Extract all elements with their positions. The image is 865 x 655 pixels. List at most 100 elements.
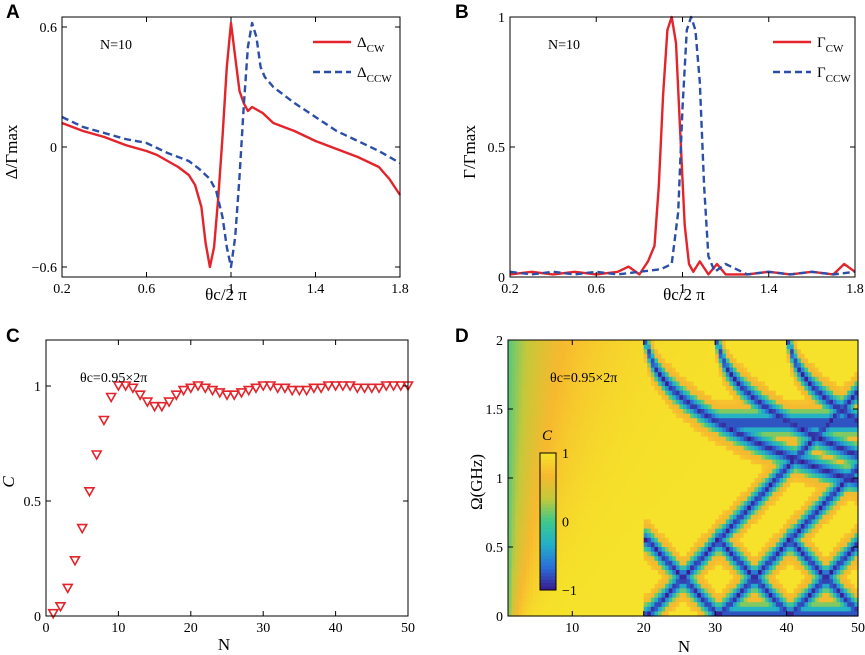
panel-d-cell <box>565 547 570 553</box>
panel-d-cell <box>768 436 773 442</box>
panel-d-cell <box>718 363 723 369</box>
panel-d-cell <box>675 358 681 364</box>
panel-d-cell <box>693 491 698 497</box>
panel-d-cell <box>561 436 566 442</box>
panel-b-ylabel: Γ/Γmax <box>460 125 479 179</box>
panel-d-cell <box>668 519 673 525</box>
panel-d-cell <box>615 570 620 576</box>
panel-d-cell <box>708 386 713 392</box>
panel-d-cell <box>629 547 634 553</box>
panel-d-cell <box>518 574 523 580</box>
panel-c-point <box>293 385 306 397</box>
panel-d-cell <box>629 565 634 571</box>
panel-d-cell <box>715 473 720 479</box>
panel-d-cell <box>754 588 759 594</box>
panel-d-cell <box>693 432 698 438</box>
panel-d-cell <box>640 519 645 525</box>
panel-d-cell <box>558 482 563 488</box>
panel-d-cell <box>725 574 731 580</box>
panel-d-cell <box>668 611 673 617</box>
panel-d-cell <box>725 565 731 571</box>
panel-d-cell <box>661 468 666 474</box>
panel-d-cell <box>725 455 731 461</box>
panel-d-cell <box>611 432 616 438</box>
panel-d-cell <box>515 353 520 359</box>
panel-d-cell <box>650 487 656 493</box>
panel-d-cell <box>700 519 706 525</box>
panel-d-cell <box>768 556 773 562</box>
panel-d-cell <box>768 372 773 378</box>
panel-d-cell <box>508 473 513 479</box>
panel-d-cell <box>636 533 641 539</box>
panel-d-cell <box>711 570 716 576</box>
panel-d-cell <box>729 468 734 474</box>
panel-d-cell <box>690 482 695 488</box>
panel-d-cell <box>525 583 531 589</box>
panel-d-cell <box>590 455 595 461</box>
panel-d-cell <box>561 482 566 488</box>
panel-d-cell <box>697 427 702 433</box>
panel-d-cell <box>743 473 748 479</box>
panel-d-cell <box>575 496 581 502</box>
panel-d-cell <box>515 491 520 497</box>
panel-d-cell <box>708 436 713 442</box>
panel-d-cell <box>525 367 531 373</box>
panel-d-cell <box>533 363 538 369</box>
panel-d-cell <box>718 482 723 488</box>
panel-d-cell <box>772 344 777 350</box>
panel-d-cell <box>725 597 731 603</box>
panel-d-cell <box>654 427 659 433</box>
panel-d-cell <box>618 358 623 364</box>
panel-d-cell <box>543 441 548 447</box>
panel-d-cell <box>772 436 777 442</box>
panel-d-cell <box>700 537 706 543</box>
panel-d-cell <box>554 353 559 359</box>
panel-d-cell <box>593 473 598 479</box>
panel-c-point <box>286 385 299 397</box>
panel-d-cell <box>775 565 781 571</box>
panel-d-cell <box>658 404 663 410</box>
panel-d-cell <box>772 473 777 479</box>
panel-d-cell <box>686 519 691 525</box>
panel-d-cell <box>725 519 731 525</box>
panel-d-cell <box>554 602 559 608</box>
panel-d-cell <box>668 537 673 543</box>
panel-d-cell <box>565 491 570 497</box>
panel-d-cell <box>629 579 634 585</box>
panel-d-cell <box>625 606 631 612</box>
panel-d-cell <box>708 533 713 539</box>
panel-d-cell <box>711 344 716 350</box>
panel-c-point <box>76 523 89 535</box>
panel-d-cell <box>690 358 695 364</box>
panel-d-cell <box>558 478 563 484</box>
panel-d-cell <box>608 606 613 612</box>
panel-d-cell <box>550 593 556 599</box>
panel-d-cell <box>522 358 527 364</box>
panel-d-cell <box>793 445 798 451</box>
panel-d-cell <box>690 455 695 461</box>
panel-d-cell <box>768 473 773 479</box>
panel-d-cell <box>683 593 688 599</box>
panel-d-cell <box>558 418 563 424</box>
panel-d-cell <box>633 519 638 525</box>
panel-d-cell <box>697 551 702 557</box>
panel-d-cell <box>636 363 641 369</box>
panel-d-cell <box>550 340 556 346</box>
panel-d-cell <box>554 574 559 580</box>
panel-d-cell <box>683 468 688 474</box>
panel-d-cell <box>775 349 781 355</box>
panel-d-cell <box>529 505 534 511</box>
panel-d-cell <box>608 505 613 511</box>
panel-d-cell <box>536 390 541 396</box>
panel-d-cell <box>579 510 584 516</box>
panel-d-cell <box>790 574 795 580</box>
panel-d-cell <box>590 386 595 392</box>
panel-d-cell <box>675 340 681 346</box>
panel-d-cell <box>633 436 638 442</box>
panel-d-cell <box>754 574 759 580</box>
panel-d-cell <box>783 353 788 359</box>
panel-d-cell <box>704 395 709 401</box>
panel-d-cell <box>543 418 548 424</box>
panel-d-cell <box>640 606 645 612</box>
panel-d-cell <box>583 386 588 392</box>
